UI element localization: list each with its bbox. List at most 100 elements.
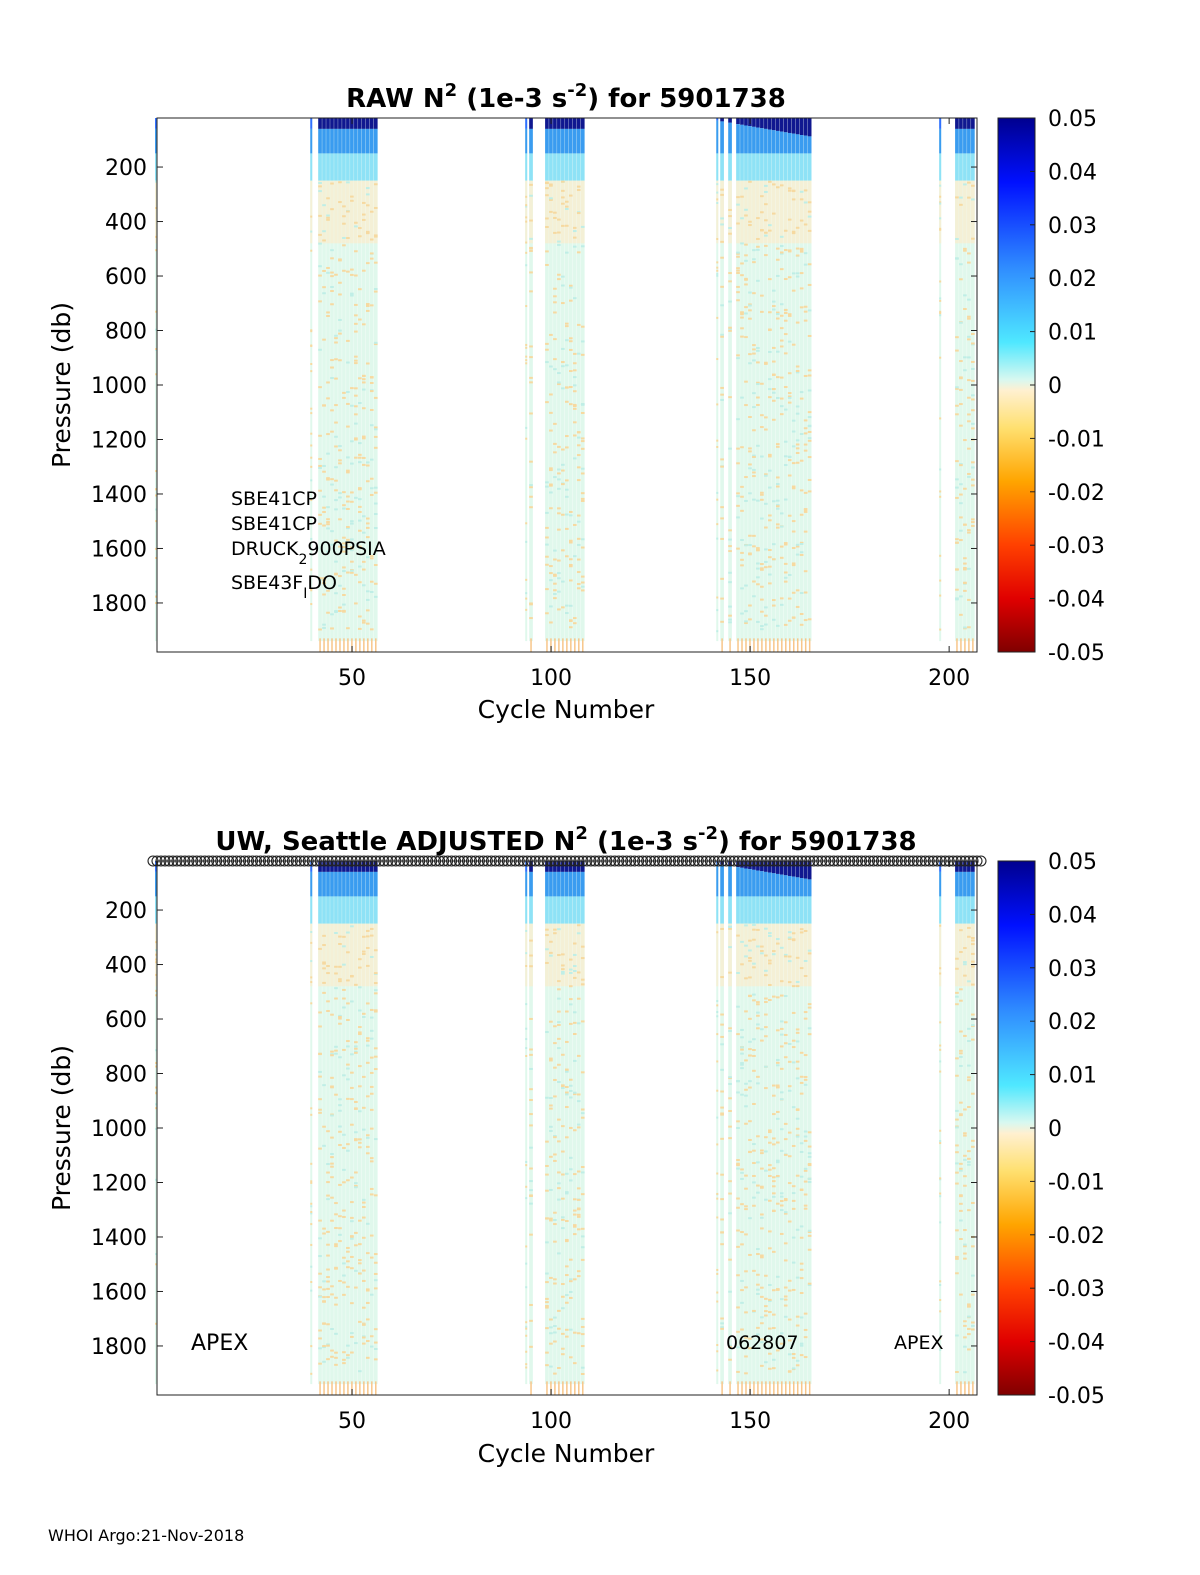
n2-speckle: [971, 1201, 975, 1204]
n2-speckle: [350, 294, 354, 297]
qc-marker: [609, 855, 621, 867]
n2-speckle: [740, 551, 744, 554]
n2-speckle: [369, 257, 374, 260]
bottom-flag: [323, 638, 325, 652]
n2-speckle: [561, 1085, 565, 1088]
n2-speckle: [346, 1285, 350, 1288]
x-tick-label: 150: [729, 1409, 771, 1434]
weak-n2-band: [752, 923, 756, 987]
n2-speckle: [322, 470, 326, 473]
n2-speckle: [354, 1186, 358, 1189]
n2-speckle: [803, 1083, 808, 1086]
n2-speckle: [561, 284, 565, 287]
profile-background: [362, 861, 366, 1385]
n2-speckle: [373, 1047, 378, 1050]
upper-n2-band: [760, 128, 764, 154]
n2-speckle: [760, 1028, 764, 1031]
n2-speckle: [803, 510, 808, 513]
n2-speckle: [557, 381, 561, 384]
n2-speckle: [764, 1087, 768, 1090]
n2-speckle: [744, 1174, 748, 1177]
n2-speckle: [365, 187, 370, 190]
n2-speckle: [959, 1194, 963, 1197]
n2-speckle: [740, 1063, 744, 1066]
surface-strong-n2: [795, 118, 800, 135]
n2-speckle: [561, 1216, 565, 1219]
n2-speckle: [736, 291, 740, 294]
n2-speckle: [549, 951, 553, 954]
n2-speckle: [752, 938, 756, 941]
weak-n2-band: [553, 923, 557, 987]
n2-speckle: [795, 254, 800, 257]
n2-speckle: [791, 1236, 796, 1239]
raw-profile-column: [799, 118, 804, 652]
profile-background: [557, 118, 561, 642]
qc-marker: [378, 855, 390, 867]
n2-speckle: [326, 611, 330, 614]
n2-speckle: [716, 630, 719, 633]
upper-n2-band: [756, 127, 760, 154]
n2-speckle: [807, 215, 812, 218]
thermocline-n2-band: [580, 896, 585, 924]
n2-speckle: [561, 1295, 565, 1298]
upper-n2-band: [350, 128, 354, 154]
n2-speckle: [553, 1316, 557, 1319]
n2-speckle: [549, 467, 553, 470]
n2-speckle: [795, 443, 800, 446]
surface-strong-n2: [572, 118, 577, 129]
n2-speckle: [373, 491, 378, 494]
n2-speckle: [350, 569, 354, 572]
n2-speckle: [354, 437, 358, 440]
n2-speckle: [756, 1326, 760, 1329]
n2-speckle: [764, 502, 768, 505]
n2-speckle: [799, 459, 804, 462]
n2-speckle: [580, 1227, 585, 1230]
weak-n2-band: [967, 923, 971, 987]
n2-speckle: [803, 1328, 808, 1331]
profile-background: [549, 118, 553, 642]
n2-speckle: [310, 589, 313, 592]
n2-speckle: [764, 1361, 768, 1364]
n2-speckle: [779, 1027, 784, 1030]
qc-marker: [891, 855, 903, 867]
n2-speckle: [369, 477, 374, 480]
n2-speckle: [760, 1286, 764, 1289]
surface-strong-n2: [787, 118, 792, 133]
n2-speckle: [369, 1293, 374, 1296]
n2-speckle: [760, 491, 764, 494]
adjusted-profile-column: [748, 861, 752, 1395]
n2-speckle: [565, 1265, 569, 1268]
n2-speckle: [728, 1082, 732, 1085]
n2-speckle: [971, 1145, 975, 1148]
n2-speckle: [967, 926, 971, 929]
n2-speckle: [561, 1227, 565, 1230]
adjusted-profile-column: [326, 861, 330, 1395]
n2-speckle: [557, 572, 561, 575]
n2-speckle: [545, 961, 549, 964]
thermocline-n2-band: [779, 896, 784, 924]
n2-speckle: [783, 1033, 788, 1036]
n2-speckle: [963, 308, 967, 311]
n2-speckle: [748, 362, 752, 365]
n2-speckle: [736, 1033, 740, 1036]
n2-speckle: [330, 359, 334, 362]
n2-speckle: [748, 220, 752, 223]
thermocline-n2-band: [362, 896, 366, 924]
weak-n2-band: [787, 923, 792, 987]
n2-speckle: [354, 1051, 358, 1054]
n2-speckle: [565, 1192, 569, 1195]
n2-speckle: [728, 215, 732, 218]
n2-speckle: [768, 1300, 772, 1303]
n2-speckle: [799, 551, 804, 554]
y-tick-label: 200: [105, 156, 147, 181]
colorbar-tick-label: -0.01: [1048, 427, 1105, 452]
qc-marker: [171, 855, 183, 867]
thermocline-n2-band: [955, 153, 959, 181]
n2-speckle: [787, 459, 792, 462]
n2-speckle: [350, 1335, 354, 1338]
n2-speckle: [342, 550, 346, 553]
qc-marker: [788, 855, 800, 867]
n2-speckle: [760, 945, 764, 948]
n2-speckle: [971, 960, 975, 963]
n2-speckle: [967, 196, 971, 199]
